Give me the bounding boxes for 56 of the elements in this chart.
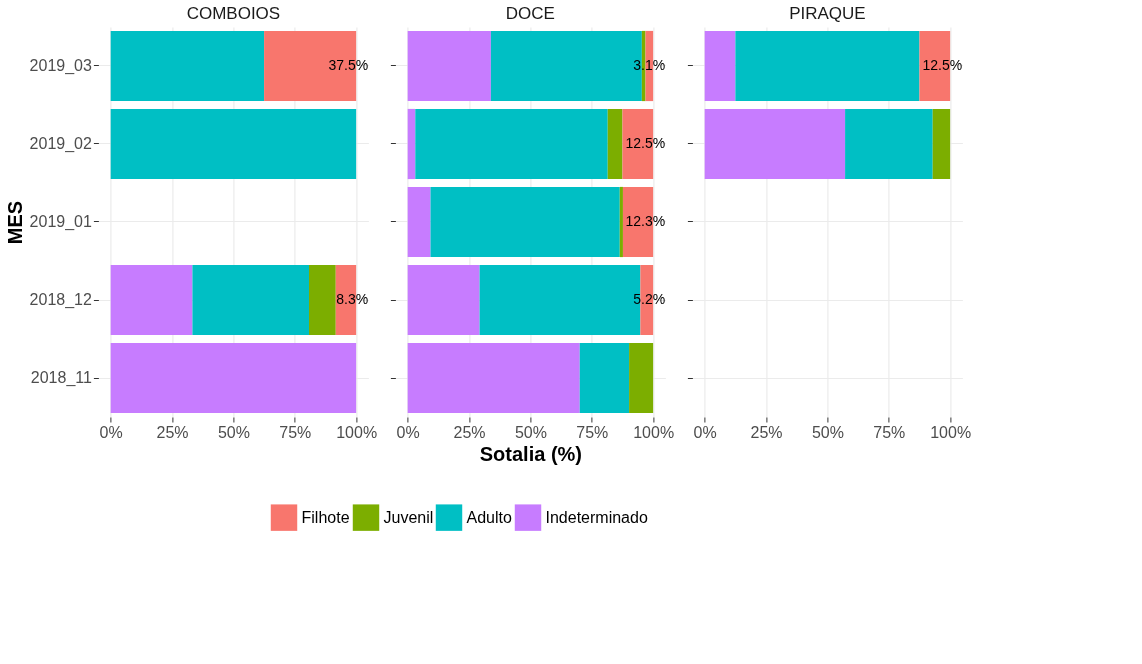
bar xyxy=(192,264,310,336)
x-tick-label: 100% xyxy=(633,423,675,441)
x-tick-label: 25% xyxy=(156,423,189,441)
bar xyxy=(110,342,357,414)
bar xyxy=(735,30,920,102)
data-label: 12.5% xyxy=(922,57,963,73)
bar xyxy=(629,342,654,414)
legend-label: Juvenil xyxy=(383,508,434,526)
bar xyxy=(407,264,480,336)
bar xyxy=(110,108,357,180)
data-label: 8.3% xyxy=(336,291,369,307)
bar xyxy=(407,342,580,414)
x-tick-label: 25% xyxy=(750,423,783,441)
legend-label: Filhote xyxy=(301,508,350,526)
y-tick-label: 2018_11 xyxy=(30,369,92,387)
y-tick-label: 2019_03 xyxy=(29,57,92,75)
x-tick-label: 75% xyxy=(873,423,906,441)
x-tick-label: 50% xyxy=(514,423,547,441)
chart-title: DOCE xyxy=(505,4,555,23)
y-tick-label: 2018_12 xyxy=(29,291,92,309)
data-label: 37.5% xyxy=(328,57,369,73)
bar xyxy=(407,186,431,258)
y-tick-label: 2019_01 xyxy=(29,213,92,231)
x-tick-label: 0% xyxy=(99,423,123,441)
chart-title: PIRAQUE xyxy=(789,4,866,23)
x-tick-label: 75% xyxy=(576,423,609,441)
bar xyxy=(607,108,623,180)
data-label: 12.3% xyxy=(625,213,666,229)
bar xyxy=(407,108,416,180)
x-tick-label: 25% xyxy=(453,423,486,441)
bar xyxy=(110,30,265,102)
y-tick-label: 2019_02 xyxy=(29,135,92,153)
bar xyxy=(619,186,623,258)
bar xyxy=(704,108,846,180)
chart-title: COMBOIOS xyxy=(186,4,281,23)
bar xyxy=(407,30,491,102)
x-tick-label: 50% xyxy=(217,423,250,441)
x-tick-label: 0% xyxy=(693,423,717,441)
x-tick-label: 0% xyxy=(396,423,420,441)
bar xyxy=(430,186,620,258)
bar xyxy=(704,30,736,102)
x-axis-title: Sotalia (%) xyxy=(479,442,583,465)
x-tick-label: 50% xyxy=(811,423,844,441)
bar xyxy=(415,108,608,180)
bar xyxy=(579,342,630,414)
x-tick-label: 75% xyxy=(279,423,312,441)
bar xyxy=(110,264,193,336)
data-label: 12.5% xyxy=(625,135,666,151)
y-axis-title: MES xyxy=(3,200,26,245)
x-tick-label: 100% xyxy=(930,423,972,441)
legend-label: Adulto xyxy=(466,508,512,526)
bar xyxy=(845,108,933,180)
bar xyxy=(932,108,951,180)
legend-label: Indeterminado xyxy=(545,508,648,526)
x-tick-label: 100% xyxy=(336,423,378,441)
bar xyxy=(309,264,336,336)
